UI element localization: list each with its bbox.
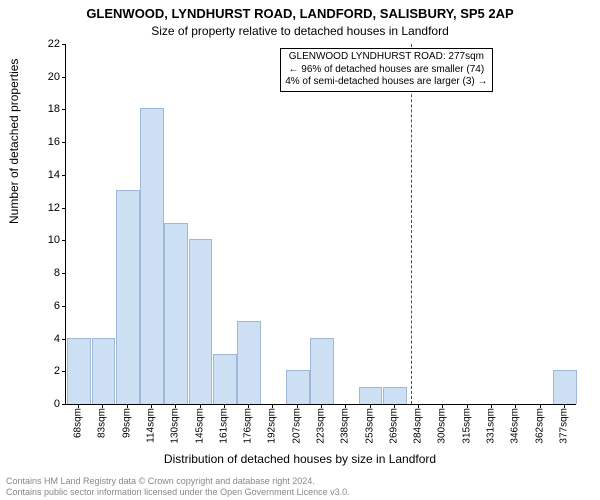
x-tick-label: 300sqm: [437, 408, 448, 444]
plot-area: GLENWOOD LYNDHURST ROAD: 277sqm ← 96% of…: [65, 44, 576, 405]
x-tick-label: 253sqm: [364, 408, 375, 444]
x-tick-label: 331sqm: [486, 408, 497, 444]
histogram-bar: [237, 321, 261, 404]
y-tick-mark: [62, 44, 66, 45]
x-tick-label: 377sqm: [558, 408, 569, 444]
x-tick-label: 269sqm: [388, 408, 399, 444]
histogram-bar: [359, 387, 383, 404]
y-tick-mark: [62, 142, 66, 143]
annotation-line3: 4% of semi-detached houses are larger (3…: [285, 76, 487, 89]
x-tick-label: 238sqm: [340, 408, 351, 444]
x-tick-label: 99sqm: [121, 408, 132, 438]
histogram-bar: [140, 108, 164, 404]
marker-line: [411, 44, 412, 404]
x-tick-label: 315sqm: [461, 408, 472, 444]
histogram-bar: [116, 190, 140, 404]
y-tick-mark: [62, 77, 66, 78]
x-tick-label: 161sqm: [218, 408, 229, 444]
y-tick-mark: [62, 273, 66, 274]
y-tick-mark: [62, 208, 66, 209]
x-tick-label: 145sqm: [194, 408, 205, 444]
histogram-bar: [92, 338, 116, 404]
histogram-bar: [310, 338, 334, 404]
y-tick-label: 18: [48, 103, 60, 115]
x-tick-label: 362sqm: [534, 408, 545, 444]
histogram-bar: [286, 370, 310, 404]
histogram-bar: [383, 387, 407, 404]
footer-line2: Contains public sector information licen…: [6, 487, 350, 498]
histogram-bar: [553, 370, 577, 404]
x-tick-label: 176sqm: [243, 408, 254, 444]
footer-line1: Contains HM Land Registry data © Crown c…: [6, 476, 350, 487]
chart-title-main: GLENWOOD, LYNDHURST ROAD, LANDFORD, SALI…: [0, 6, 600, 21]
x-tick-label: 223sqm: [316, 408, 327, 444]
y-tick-label: 2: [54, 365, 60, 377]
y-tick-label: 10: [48, 234, 60, 246]
y-tick-label: 8: [54, 267, 60, 279]
histogram-bar: [164, 223, 188, 404]
histogram-bar: [213, 354, 237, 404]
x-tick-label: 207sqm: [291, 408, 302, 444]
x-tick-label: 192sqm: [267, 408, 278, 444]
footer-attribution: Contains HM Land Registry data © Crown c…: [6, 476, 350, 498]
y-tick-label: 22: [48, 38, 60, 50]
chart-container: { "chart": { "type": "histogram", "title…: [0, 0, 600, 500]
chart-title-sub: Size of property relative to detached ho…: [0, 24, 600, 38]
x-tick-label: 68sqm: [73, 408, 84, 438]
y-tick-label: 20: [48, 71, 60, 83]
y-tick-mark: [62, 175, 66, 176]
annotation-line2: ← 96% of detached houses are smaller (74…: [285, 64, 487, 77]
x-tick-label: 346sqm: [510, 408, 521, 444]
y-tick-mark: [62, 404, 66, 405]
annotation-box: GLENWOOD LYNDHURST ROAD: 277sqm ← 96% of…: [280, 48, 492, 92]
y-tick-mark: [62, 339, 66, 340]
x-tick-label: 130sqm: [170, 408, 181, 444]
y-tick-mark: [62, 109, 66, 110]
x-tick-label: 284sqm: [413, 408, 424, 444]
y-tick-label: 12: [48, 202, 60, 214]
histogram-bar: [189, 239, 213, 404]
y-tick-label: 4: [54, 333, 60, 345]
y-tick-label: 16: [48, 136, 60, 148]
histogram-bar: [67, 338, 91, 404]
x-axis-label: Distribution of detached houses by size …: [0, 452, 600, 466]
x-tick-label: 83sqm: [97, 408, 108, 438]
x-tick-label: 114sqm: [146, 408, 157, 443]
y-tick-mark: [62, 306, 66, 307]
annotation-line1: GLENWOOD LYNDHURST ROAD: 277sqm: [285, 51, 487, 64]
y-tick-label: 0: [54, 398, 60, 410]
y-tick-label: 14: [48, 169, 60, 181]
y-tick-label: 6: [54, 300, 60, 312]
y-axis-label: Number of detached properties: [7, 59, 21, 224]
y-tick-mark: [62, 240, 66, 241]
y-tick-mark: [62, 371, 66, 372]
